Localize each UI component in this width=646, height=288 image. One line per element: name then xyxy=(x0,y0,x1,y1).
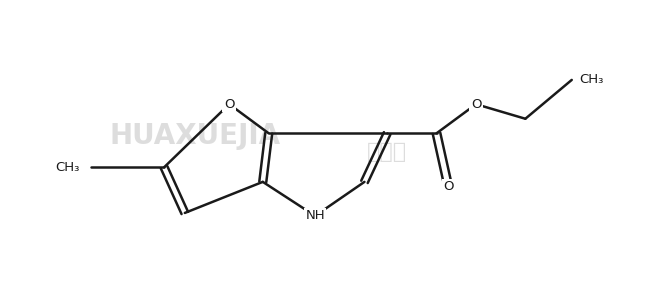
Text: CH₃: CH₃ xyxy=(55,161,79,174)
Text: NH: NH xyxy=(306,209,325,222)
Text: O: O xyxy=(471,98,481,111)
Text: CH₃: CH₃ xyxy=(579,73,604,86)
Text: O: O xyxy=(224,98,234,111)
Text: 化学加: 化学加 xyxy=(367,142,407,162)
Text: O: O xyxy=(443,180,453,193)
Text: HUAXUEJIA: HUAXUEJIA xyxy=(110,122,281,149)
